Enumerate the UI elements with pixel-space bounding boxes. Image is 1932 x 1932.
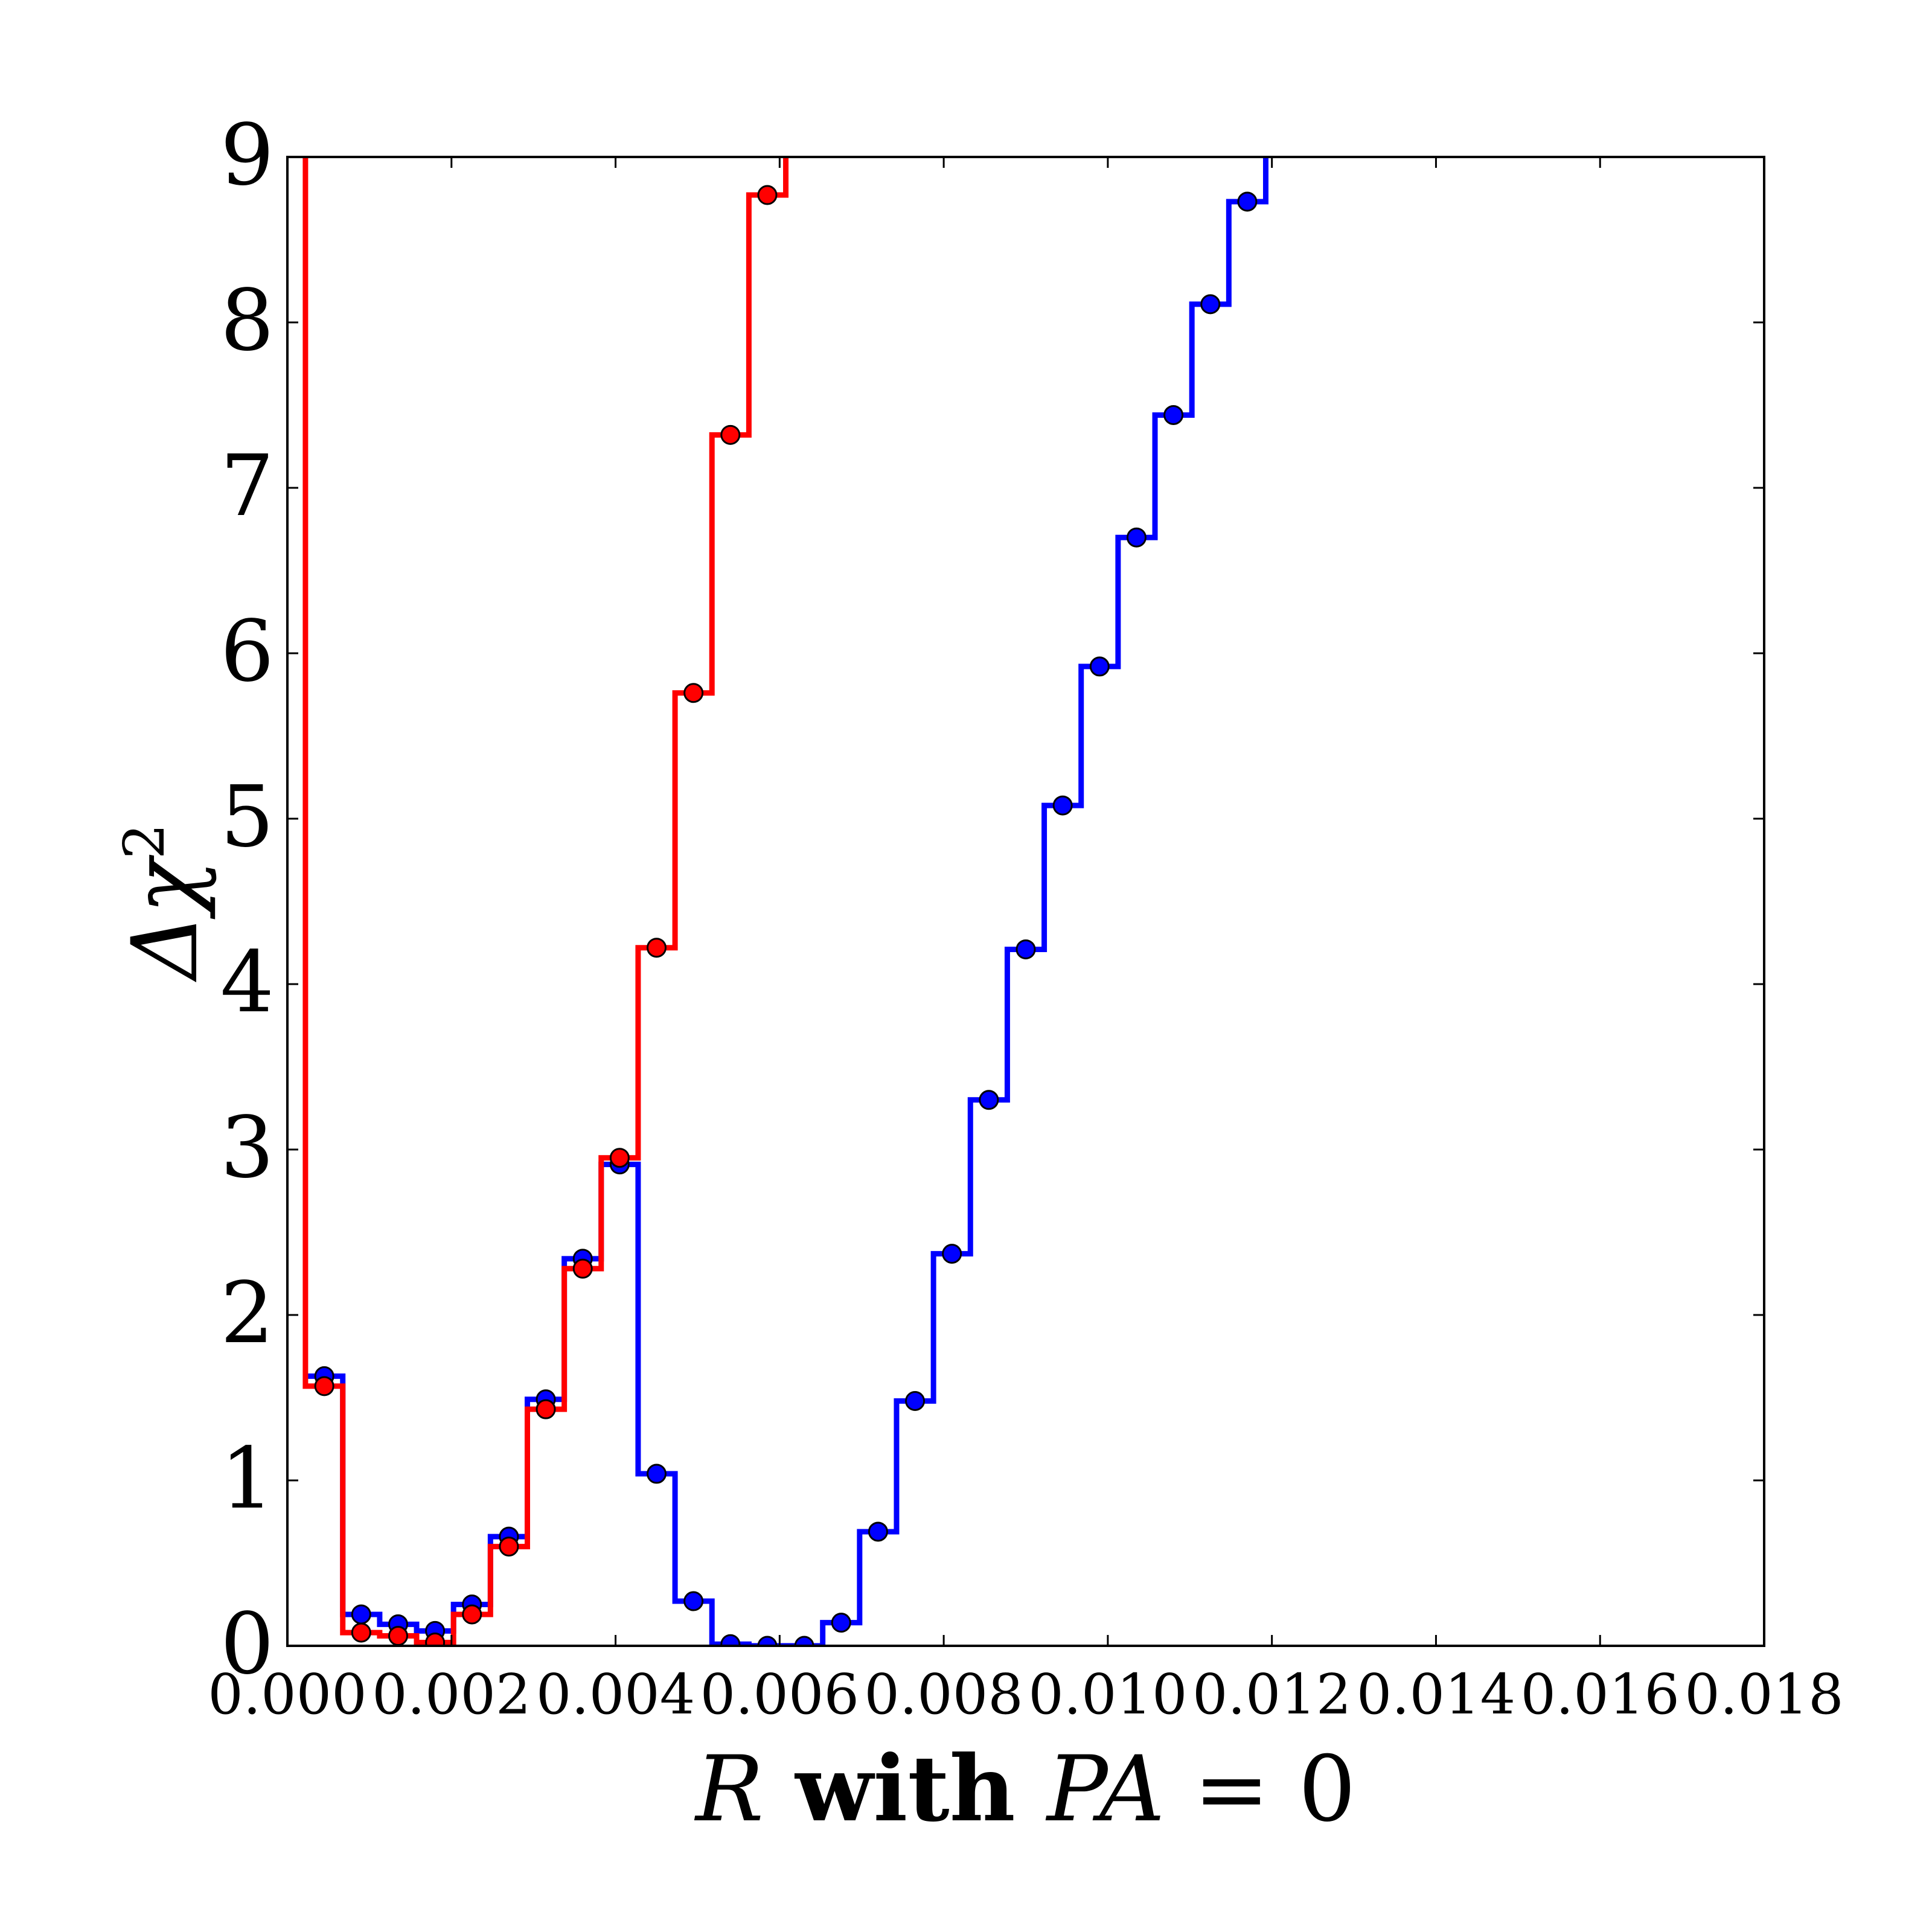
y-tick-label: 7: [220, 437, 274, 536]
series-0-marker: [1163, 405, 1184, 425]
y-tick-label: 5: [220, 768, 274, 866]
series-0-marker: [1200, 294, 1221, 315]
x-tick-label: 0.008: [864, 1662, 1023, 1727]
series-0-marker: [868, 1521, 888, 1542]
series-0-marker: [1016, 939, 1036, 959]
y-axis-title: Δχ2: [112, 824, 218, 982]
tick-layer: 0.000 0.002 0.004 0.006 0.008 0.010 0.012 0.014…: [208, 106, 1843, 1727]
y-tick-label: 0: [220, 1595, 274, 1694]
series-1-marker: [314, 1376, 334, 1396]
y-tick-label: 3: [220, 1099, 274, 1197]
series-1-marker: [351, 1622, 371, 1643]
x-axis-title: R with PA = 0: [694, 1736, 1356, 1842]
series-layer: [302, 157, 1268, 1646]
x-tick-label: 0.010: [1028, 1662, 1187, 1727]
series-0-marker: [1237, 191, 1258, 212]
y-tick-label: 1: [220, 1430, 274, 1528]
series-0-marker: [351, 1604, 371, 1625]
series-1-marker: [462, 1604, 482, 1625]
series-0-marker: [1052, 795, 1073, 816]
plot-frame: [286, 156, 1765, 1647]
series-0-marker: [1089, 656, 1110, 677]
series-1-marker: [572, 1258, 593, 1279]
series-1-marker: [757, 185, 778, 205]
x-tick-label: 0.018: [1684, 1662, 1843, 1727]
x-tick-label: 0.016: [1521, 1662, 1680, 1727]
series-0-marker: [647, 1463, 667, 1484]
y-tick-label: 6: [220, 603, 274, 701]
y-tick-label: 8: [220, 272, 274, 370]
y-tick-label: 2: [220, 1264, 274, 1363]
x-tick-label: 0.006: [700, 1662, 859, 1727]
y-tick-label: 9: [220, 106, 274, 205]
series-1-marker: [683, 683, 704, 703]
series-0-marker: [720, 1634, 741, 1646]
x-tick-label: 0.004: [536, 1662, 695, 1727]
series-1-marker: [499, 1537, 519, 1557]
series-1-marker: [536, 1399, 556, 1419]
series-0-marker: [1126, 527, 1147, 548]
series-0-marker: [794, 1636, 814, 1646]
series-1-marker: [388, 1626, 408, 1646]
x-tick-label: 0.000: [208, 1662, 366, 1727]
series-1-marker: [720, 424, 741, 445]
series-0-marker: [757, 1636, 778, 1646]
series-0-marker: [905, 1390, 926, 1411]
series-0-marker: [683, 1591, 704, 1611]
x-tick-label: 0.002: [372, 1662, 531, 1727]
series-0-marker: [942, 1244, 962, 1264]
series-1-marker: [647, 938, 667, 958]
x-tick-label: 0.014: [1357, 1662, 1515, 1727]
series-0-marker: [831, 1613, 851, 1633]
series-1-marker: [425, 1633, 446, 1646]
series-0-marker: [979, 1090, 999, 1110]
x-tick-label: 0.012: [1192, 1662, 1351, 1727]
series-1-marker: [609, 1148, 630, 1168]
y-tick-label: 4: [220, 933, 274, 1032]
